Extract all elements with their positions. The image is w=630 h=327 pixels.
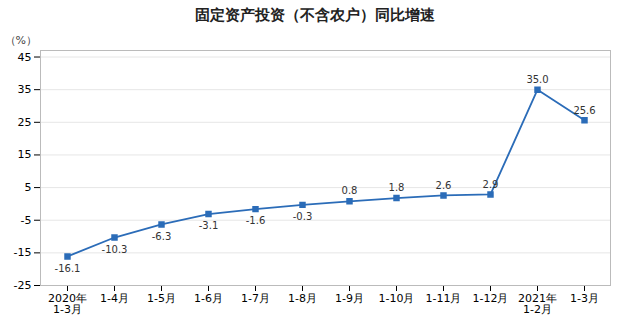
svg-text:35: 35 xyxy=(18,83,32,96)
svg-text:1-9月: 1-9月 xyxy=(335,292,364,305)
svg-text:-16.1: -16.1 xyxy=(55,263,81,274)
svg-text:-10.3: -10.3 xyxy=(102,244,128,255)
svg-text:1-6月: 1-6月 xyxy=(194,292,223,305)
svg-text:1-5月: 1-5月 xyxy=(147,292,176,305)
svg-text:-1.6: -1.6 xyxy=(246,215,266,226)
svg-text:（%）: （%） xyxy=(5,34,37,47)
svg-text:-6.3: -6.3 xyxy=(152,231,172,242)
svg-text:-15: -15 xyxy=(14,246,32,259)
svg-text:5: 5 xyxy=(25,181,32,194)
svg-text:1-12月: 1-12月 xyxy=(473,292,509,305)
svg-text:1.8: 1.8 xyxy=(389,182,405,193)
svg-text:25: 25 xyxy=(18,116,32,129)
svg-text:35.0: 35.0 xyxy=(526,74,548,85)
svg-text:2021年1-2月: 2021年1-2月 xyxy=(518,292,557,316)
svg-text:-25: -25 xyxy=(14,279,32,292)
svg-text:0.8: 0.8 xyxy=(342,185,358,196)
svg-text:2020年1-3月: 2020年1-3月 xyxy=(48,292,87,316)
svg-text:-3.1: -3.1 xyxy=(199,220,219,231)
svg-text:-0.3: -0.3 xyxy=(293,211,313,222)
svg-text:2.9: 2.9 xyxy=(483,179,499,190)
svg-text:2.6: 2.6 xyxy=(436,180,452,191)
svg-text:15: 15 xyxy=(18,148,32,161)
svg-text:45: 45 xyxy=(18,51,32,64)
html-text:固定资产投资（不含农户）同比增速: 固定资产投资（不含农户）同比增速 xyxy=(195,6,435,24)
svg-text:25.6: 25.6 xyxy=(573,105,595,116)
svg-text:1-7月: 1-7月 xyxy=(241,292,270,305)
svg-text:-5: -5 xyxy=(21,214,32,227)
svg-text:1-3月: 1-3月 xyxy=(570,292,599,305)
svg-text:1-8月: 1-8月 xyxy=(288,292,317,305)
svg-text:1-11月: 1-11月 xyxy=(426,292,462,305)
svg-text:1-10月: 1-10月 xyxy=(379,292,415,305)
svg-text:1-4月: 1-4月 xyxy=(100,292,129,305)
